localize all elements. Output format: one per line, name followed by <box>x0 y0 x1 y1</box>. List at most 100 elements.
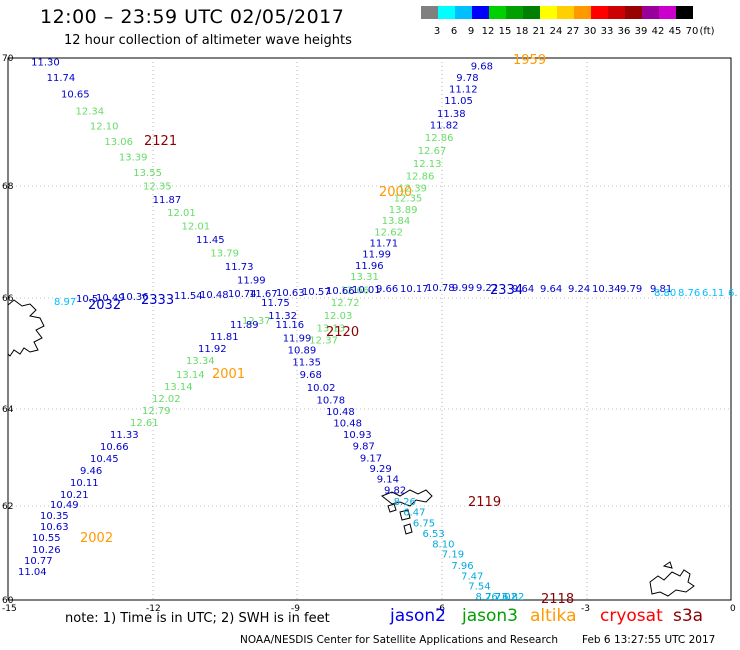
pass-label-2333: 2333 <box>141 293 174 308</box>
wave-value: 9.64 <box>540 284 562 295</box>
wave-value: 6.53 <box>423 529 445 540</box>
pass-label-2001: 2001 <box>212 367 245 382</box>
wave-value: 10.74 <box>228 289 257 300</box>
wave-value: 13.79 <box>210 249 239 260</box>
axis-labels: -15 -12 -9 -6 -3 0 70 68 66 64 62 60 <box>2 54 736 614</box>
wave-value: 11.81 <box>210 332 239 343</box>
pass-label-2119: 2119 <box>468 495 501 510</box>
wave-value: 8.26 <box>476 592 498 603</box>
legend-s3a: s3a <box>673 606 704 626</box>
wave-value: 11.82 <box>430 120 459 131</box>
wave-value: 6.11 <box>702 288 724 299</box>
legend-swatch-label: 45 <box>668 26 682 37</box>
wave-value: 10.78 <box>317 396 346 407</box>
wave-value: 12.67 <box>418 146 447 157</box>
wave-value: 10.78 <box>426 283 455 294</box>
legend-swatch <box>591 6 608 19</box>
lat-tick-label: 62 <box>2 502 13 512</box>
map-subtitle: 12 hour collection of altimeter wave hei… <box>64 33 352 48</box>
legend-swatch <box>608 6 625 19</box>
wave-value: 13.55 <box>133 168 162 179</box>
wave-value: 13.34 <box>186 356 215 367</box>
wave-value: 10.89 <box>288 346 317 357</box>
wave-value: 12.37 <box>242 316 271 327</box>
wave-value: 12.66 <box>341 286 370 297</box>
lat-tick-label: 60 <box>2 596 14 606</box>
pass-label-2120: 2120 <box>326 325 359 340</box>
wave-value: 10.66 <box>100 442 129 453</box>
wave-value: 11.30 <box>31 58 60 69</box>
wave-value: 8.97 <box>54 297 76 308</box>
legend-swatch-label: 42 <box>651 26 665 37</box>
legend-swatch-label: 12 <box>481 26 495 37</box>
wave-value: 7.47 <box>461 571 483 582</box>
wave-value: 9.68 <box>471 62 493 73</box>
legend-swatch <box>506 6 523 19</box>
wave-value: 11.12 <box>449 85 478 96</box>
wave-value: 10.26 <box>32 545 61 556</box>
legend-swatch-label: 21 <box>532 26 546 37</box>
legend-swatch <box>557 6 574 19</box>
wave-value: 10.34 <box>592 284 621 295</box>
wave-value: 9.46 <box>80 466 102 477</box>
map-frame <box>7 57 732 601</box>
footnote: note: 1) Time is in UTC; 2) SWH is in fe… <box>65 611 330 626</box>
wave-value: 12.10 <box>90 122 119 133</box>
wave-value: 13.14 <box>176 370 205 381</box>
legend-swatch <box>625 6 642 19</box>
wave-value: 9.22 <box>476 283 498 294</box>
pass-label-2000: 2000 <box>379 185 412 200</box>
legend-swatch <box>574 6 591 19</box>
wave-value: 12.37 <box>309 336 338 347</box>
lon-tick-label: 0 <box>730 604 736 614</box>
wave-value: 11.16 <box>276 320 305 331</box>
legend-jason2: jason2 <box>390 606 446 626</box>
shetland-islands <box>649 561 695 597</box>
wave-value: 11.99 <box>283 333 312 344</box>
wave-value: 7.23 <box>485 592 507 603</box>
map-title: 12:00 – 23:59 UTC 02/05/2017 <box>40 6 345 28</box>
wave-value: 13.13 <box>317 323 346 334</box>
pass-sw: 12.37 11.89 11.81 11.92 13.34 13.14 13.1… <box>18 316 271 578</box>
wave-value: 6.82 <box>502 592 524 603</box>
legend-swatch <box>438 6 455 19</box>
wave-value: 10.02 <box>307 383 336 394</box>
legend-swatch-label: 24 <box>549 26 563 37</box>
legend-swatch-label: 27 <box>566 26 580 37</box>
wave-value: 10.45 <box>90 454 119 465</box>
wave-value: 11.71 <box>370 239 399 250</box>
legend-jason3: jason3 <box>462 606 518 626</box>
iceland-coast <box>7 299 45 357</box>
wave-value: 11.45 <box>196 235 225 246</box>
legend-swatch <box>523 6 540 19</box>
wave-value: 7.96 <box>451 561 473 572</box>
wave-value: 9.14 <box>377 475 399 486</box>
lon-tick-label: -9 <box>291 604 300 614</box>
wave-value: 10.65 <box>61 90 90 101</box>
wave-value: 10.36 <box>120 292 149 303</box>
wave-value: 11.92 <box>198 344 227 355</box>
legend-swatch <box>659 6 676 19</box>
lat-tick-label: 70 <box>2 54 14 64</box>
wave-value: 9.81 <box>650 284 672 295</box>
coastlines <box>7 299 695 597</box>
legend-swatch <box>472 6 489 19</box>
legend-swatch <box>676 6 693 19</box>
wave-value: 8.76 <box>678 288 700 299</box>
legend-swatch <box>489 6 506 19</box>
legend-swatch-label: 70 <box>685 26 699 37</box>
wave-value: 10.63 <box>276 288 305 299</box>
wave-value: 11.73 <box>225 262 254 273</box>
wave-value: 11.04 <box>18 567 47 578</box>
wave-value: 11.35 <box>292 358 321 369</box>
wave-value: 10.48 <box>200 290 229 301</box>
wave-value: 11.96 <box>355 261 384 272</box>
wave-value: 10.49 <box>96 293 125 304</box>
wave-value: 10.66 <box>326 286 355 297</box>
legend-swatch-label: 33 <box>600 26 614 37</box>
wave-value: 13.06 <box>104 137 133 148</box>
wave-value: 12.86 <box>425 133 454 144</box>
wave-value: 12.34 <box>76 106 105 117</box>
wave-value: 11.32 <box>268 311 297 322</box>
wave-value: 10.48 <box>333 419 362 430</box>
